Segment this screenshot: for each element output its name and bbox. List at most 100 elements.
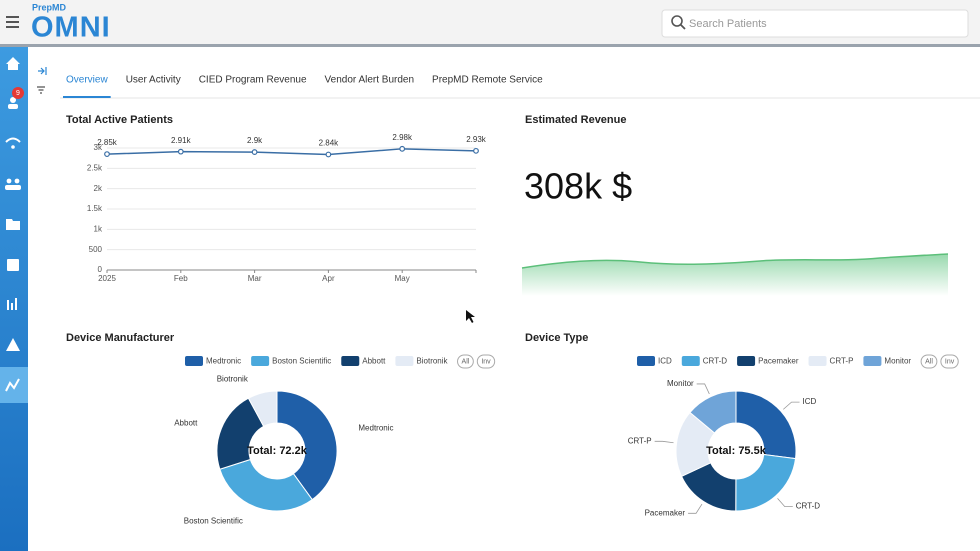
legend-swatch[interactable] (185, 356, 203, 366)
x-tick-label: Feb (174, 274, 188, 283)
legend-button-label[interactable]: All (462, 358, 470, 365)
y-tick-label: 2.5k (87, 163, 103, 172)
leader-line (696, 383, 710, 395)
slice-label: Pacemaker (645, 508, 686, 517)
search-icon (671, 15, 683, 27)
notification-badge (12, 87, 24, 99)
legend-swatch[interactable] (395, 356, 414, 366)
badge-count: 9 (16, 90, 20, 97)
legend-label[interactable]: Boston Scientific (272, 357, 331, 366)
slice-label: Boston Scientific (184, 516, 243, 525)
slice-label: Abbott (174, 418, 198, 427)
donut-slice[interactable] (735, 390, 797, 460)
kpi-title: Estimated Revenue (525, 114, 626, 126)
donut-slice[interactable] (247, 390, 278, 428)
y-tick-label: 1k (94, 224, 103, 233)
legend-label[interactable]: Abbott (362, 357, 386, 366)
x-tick-label: Apr (322, 274, 335, 283)
slice-label: CRT-D (796, 502, 821, 511)
slice-label: Biotronik (217, 374, 249, 383)
brand: PrepMD (32, 2, 67, 12)
legend-button-label[interactable]: Inv (945, 358, 955, 365)
collapse-icon[interactable] (38, 67, 47, 75)
chart-title: Total Active Patients (66, 114, 173, 126)
tab[interactable]: Vendor Alert Burden (325, 75, 415, 86)
legend-button-label[interactable]: All (925, 358, 933, 365)
tab[interactable]: PrepMD Remote Service (432, 75, 543, 86)
tab[interactable]: Overview (66, 75, 108, 86)
slice-label: ICD (803, 397, 817, 406)
y-tick-label: 2k (94, 184, 103, 193)
legend-button[interactable] (920, 354, 938, 369)
legend-swatch[interactable] (251, 356, 270, 366)
data-label: 2.98k (392, 133, 413, 142)
donut-center-label: Total: 72.2k (247, 445, 308, 457)
legend-label[interactable]: CRT-P (830, 357, 854, 366)
legend-swatch[interactable] (863, 356, 882, 366)
donut-slice[interactable] (276, 390, 338, 501)
leader-line (777, 498, 793, 508)
data-label: 2.93k (466, 135, 487, 144)
legend-button[interactable] (940, 354, 959, 369)
legend-swatch[interactable] (808, 356, 827, 366)
revenue-sparkline-area (522, 254, 948, 296)
revenue-sparkline (521, 253, 949, 269)
data-point (104, 151, 110, 158)
y-tick-label: 0 (98, 265, 103, 274)
menu-button[interactable] (6, 16, 19, 28)
chart-title: Device Type (525, 332, 588, 344)
leader-line (688, 503, 703, 514)
search-placeholder: Search Patients (689, 18, 767, 30)
y-tick-label: 500 (89, 245, 103, 254)
legend-swatch[interactable] (737, 356, 756, 366)
leader-line (783, 401, 800, 410)
search-box[interactable] (661, 9, 969, 38)
donut-slice[interactable] (689, 390, 737, 434)
slice-label: Monitor (667, 379, 694, 388)
sidebar-icons[interactable] (5, 57, 21, 392)
legend-button-label[interactable]: Inv (481, 358, 491, 365)
donut-center-label: Total: 75.5k (706, 445, 767, 457)
legend-label[interactable]: Medtronic (206, 357, 241, 366)
logo: OMNI (31, 12, 111, 44)
tab[interactable]: User Activity (126, 75, 181, 86)
y-tick-label: 1.5k (87, 204, 103, 213)
legend-label[interactable]: CRT-D (703, 357, 728, 366)
legend-button[interactable] (476, 354, 496, 369)
leader-line (654, 440, 674, 444)
data-label: 2.84k (319, 139, 340, 148)
data-point (399, 145, 406, 152)
x-tick-label: May (395, 274, 410, 283)
y-tick-label: 3k (94, 143, 103, 152)
legend-label[interactable]: ICD (658, 357, 672, 366)
legend-label[interactable]: Pacemaker (758, 357, 799, 366)
legend-label[interactable]: Monitor (884, 357, 911, 366)
kpi-value: 308k $ (524, 166, 632, 207)
legend-swatch[interactable] (637, 356, 655, 366)
chart-title: Device Manufacturer (66, 332, 175, 344)
slice-label: CRT-P (628, 436, 652, 445)
line-series (106, 148, 477, 156)
data-point (325, 151, 332, 158)
header-border (0, 44, 980, 47)
search-icon-handle (680, 24, 686, 30)
content (28, 47, 980, 551)
tab[interactable]: CIED Program Revenue (199, 75, 307, 86)
data-point (473, 147, 479, 154)
data-label: 2.85k (97, 138, 118, 147)
legend-label[interactable]: Biotronik (416, 357, 448, 366)
filter-icon[interactable] (37, 86, 45, 94)
x-tick-label: Mar (248, 274, 262, 283)
legend-button[interactable] (457, 354, 474, 369)
donut-slice[interactable] (219, 458, 313, 512)
data-label: 2.9k (247, 136, 263, 145)
slice-label: Medtronic (358, 423, 393, 432)
legend-swatch[interactable] (341, 356, 360, 366)
data-label: 2.91k (171, 136, 192, 145)
tab-underline (63, 96, 111, 98)
x-tick-label: 2025 (98, 274, 116, 283)
legend-swatch[interactable] (681, 356, 700, 366)
data-point (251, 149, 258, 155)
data-point (177, 148, 184, 155)
